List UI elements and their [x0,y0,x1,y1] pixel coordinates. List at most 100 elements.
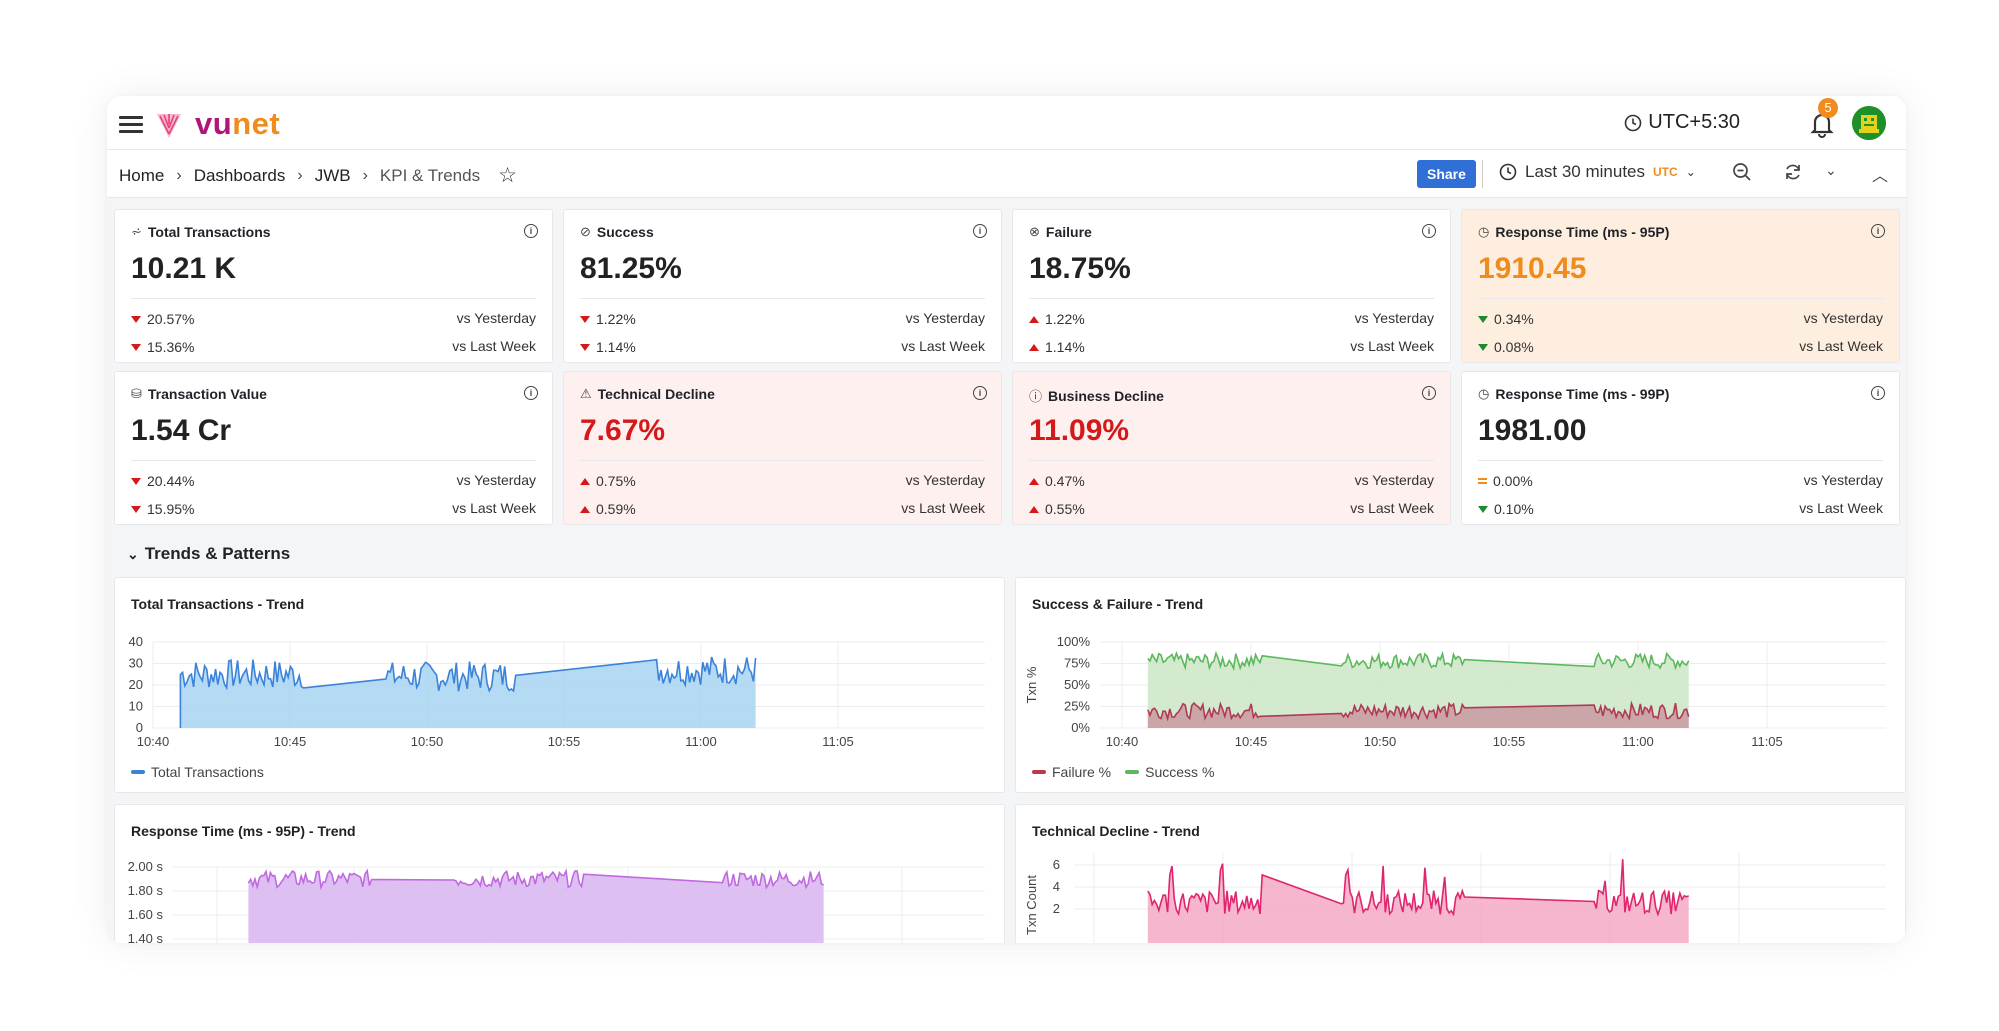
y-tick-label: 1.60 s [128,907,164,922]
clock-icon: ◷ [1478,224,1490,239]
info-icon[interactable]: i [1871,224,1885,238]
divider [580,460,985,461]
chevron-down-icon: ⌄ [1685,165,1696,179]
series-area-total-transactions [180,657,756,728]
collapse-chevron-icon[interactable]: ︿ [1872,168,1889,185]
kpi-title: ⚠ Technical Decline [580,386,715,402]
timezone-indicator[interactable]: UTC+5:30 [1624,111,1740,134]
y-tick-label: 1.80 s [128,883,164,898]
app-logo: vunet [195,106,281,141]
refresh-interval-chevron-icon[interactable]: ⌄ [1825,162,1837,178]
kpi-comparison-row: 15.36% vs Last Week [131,338,536,356]
breadcrumb: Home › Dashboards › JWB › KPI & Trends ☆ [119,163,517,188]
legend-item[interactable]: Failure % [1032,764,1111,780]
time-range-label: Last 30 minutes [1525,162,1646,181]
arrow-down-icon [1478,505,1488,513]
technical-decline-chart[interactable]: 6 4 2 Txn Count [1016,805,1906,943]
breadcrumb-current: KPI & Trends [379,165,481,185]
y-tick-label: 2 [1053,901,1060,916]
divider [1478,298,1883,299]
arrow-down-icon [131,343,141,351]
info-icon[interactable]: i [1871,386,1885,400]
info-icon[interactable]: i [524,224,538,238]
kpi-title: ⊘ Success [580,224,654,240]
info-circle-icon: ⓘ [1029,389,1043,404]
x-tick-label: 11:05 [1751,734,1783,749]
y-tick-label: 10 [129,699,143,714]
x-tick-label: 10:50 [411,734,444,749]
response-time-chart[interactable]: 2.00 s 1.80 s 1.60 s 1.40 s [115,805,1006,943]
y-tick-label: 0 [136,720,143,735]
y-tick-label: 40 [129,634,143,649]
total-transactions-chart[interactable]: 40 30 20 10 010:40 10:45 10:50 10:55 11:00 11:05 [115,578,1006,794]
success-failure-chart[interactable]: 100% 75% 50% 25% 0% 10:40 10:45 10:50 10:55 11:00… [1016,578,1906,794]
panel-title: Technical Decline - Trend [1032,823,1200,839]
x-tick-label: 10:40 [1106,734,1139,749]
arrow-down-icon [131,315,141,323]
top-bar: vunet UTC+5:30 5 [107,96,1906,150]
y-tick-label: 1.40 s [128,931,164,943]
kpi-value: 81.25% [580,252,682,285]
kpi-value: 1981.00 [1478,414,1587,447]
info-icon[interactable]: i [973,386,987,400]
breadcrumb-jwb[interactable]: JWB [314,165,351,185]
kpi-title: ⩫ Total Transactions [131,224,271,240]
kpi-title: ◷ Response Time (ms - 99P) [1478,386,1670,402]
kpi-comparison-row: 1.22% vs Yesterday [580,310,985,328]
kpi-comparison-row: 20.57% vs Yesterday [131,310,536,328]
breadcrumb-home[interactable]: Home [119,165,165,185]
kpi-comparison-row: 0.08% vs Last Week [1478,338,1883,356]
section-header[interactable]: ⌄ Trends & Patterns [127,544,290,564]
panel-title: Total Transactions - Trend [131,596,305,612]
series-area-technical-decline [1147,859,1689,943]
time-range-picker[interactable]: Last 30 minutes UTC ⌄ [1499,162,1696,182]
arrow-down-icon [1478,343,1488,351]
share-button[interactable]: Share [1417,160,1476,188]
kpi-title: ◷ Response Time (ms - 95P) [1478,224,1670,240]
arrow-up-icon [580,505,590,513]
chevron-right-icon: › [297,166,303,184]
divider [1029,298,1434,299]
info-icon[interactable]: i [973,224,987,238]
toolbar-divider [1482,160,1483,188]
timezone-label: UTC+5:30 [1648,111,1740,133]
kpi-title: ⊗ Failure [1029,224,1092,240]
info-icon[interactable]: i [1422,224,1436,238]
y-tick-label: 30 [129,656,143,671]
chevron-down-icon: ⌄ [127,545,139,562]
series-area-response-time [248,870,824,943]
divider [580,298,985,299]
star-icon[interactable]: ☆ [498,164,517,187]
info-icon[interactable]: i [524,386,538,400]
menu-icon[interactable] [119,116,143,134]
y-tick-label: 20 [129,677,143,692]
series-line-response-time [247,868,824,891]
kpi-value: 11.09% [1029,414,1130,447]
zoom-out-icon[interactable] [1732,162,1752,182]
kpi-value: 1910.45 [1478,252,1587,285]
avatar[interactable] [1852,106,1886,140]
x-tick-label: 10:45 [1235,734,1268,749]
chart-icon: ⩫ [131,224,142,239]
kpi-card[interactable]: ⓘ Business Decline i 11.09% 0.47% vs Yesterda… [1012,371,1451,525]
x-tick-label: 11:00 [1622,734,1654,749]
series-line-total-transactions [179,656,757,728]
panel-title: Success & Failure - Trend [1032,596,1204,612]
info-icon[interactable]: i [1422,386,1436,400]
kpi-card[interactable]: ◷ Response Time (ms - 95P) i 1910.45 0.34% vs… [1461,209,1900,363]
kpi-card[interactable]: ⛁ Transaction Value i 1.54 Cr 20.44% vs Yeste… [114,371,553,525]
legend-item[interactable]: Success % [1125,764,1214,780]
kpi-card[interactable]: ⩫ Total Transactions i 10.21 K 20.57% vs Yest… [114,209,553,363]
x-tick-label: 10:45 [274,734,307,749]
legend-item[interactable]: Total Transactions [131,764,264,780]
refresh-icon[interactable] [1783,162,1803,182]
warning-icon: ⚠ [580,386,592,401]
kpi-card[interactable]: ⊗ Failure i 18.75% 1.22% vs Yesterday 1.14% vs … [1012,209,1451,363]
x-tick-label: 10:50 [1364,734,1397,749]
kpi-card[interactable]: ◷ Response Time (ms - 99P) i 1981.00 0.00% vs… [1461,371,1900,525]
chart-legend: Failure % Success % [1032,764,1214,780]
x-tick-label: 10:55 [1493,734,1526,749]
kpi-card[interactable]: ⊘ Success i 81.25% 1.22% vs Yesterday 1.14% vs … [563,209,1002,363]
breadcrumb-dashboards[interactable]: Dashboards [193,165,286,185]
kpi-card[interactable]: ⚠ Technical Decline i 7.67% 0.75% vs Yesterda… [563,371,1002,525]
